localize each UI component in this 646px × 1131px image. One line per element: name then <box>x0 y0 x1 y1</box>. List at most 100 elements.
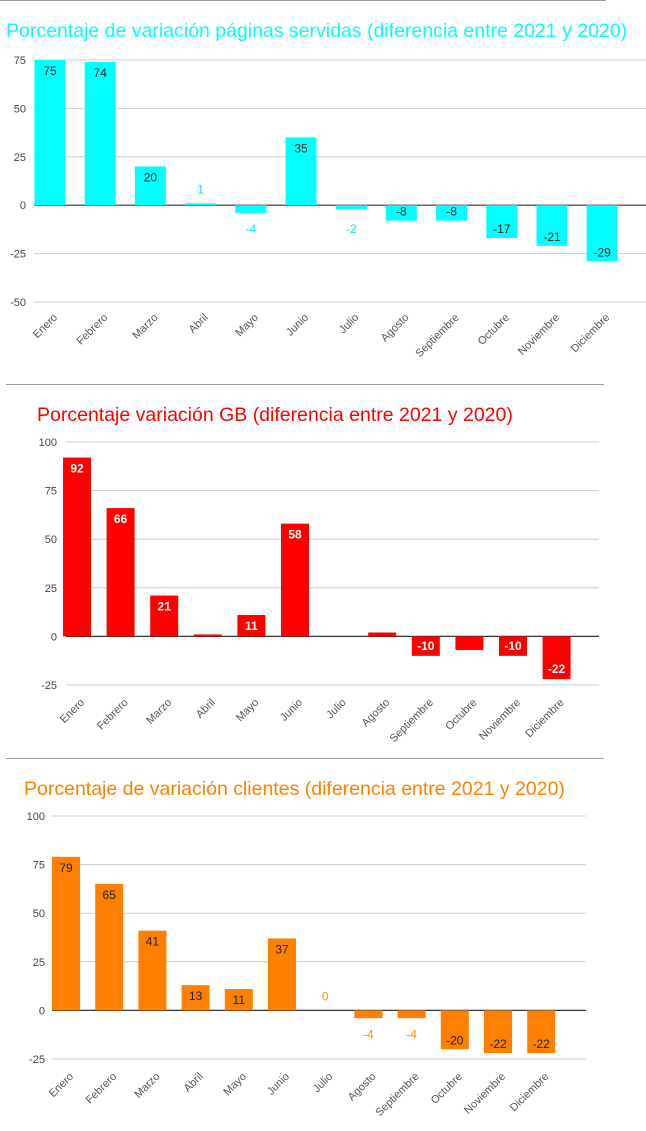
data-label: 92 <box>70 462 84 476</box>
data-label: 13 <box>189 989 203 1003</box>
category-label: Noviembre <box>516 312 562 358</box>
bar-julio <box>335 205 367 210</box>
data-label: -22 <box>548 662 566 676</box>
data-label: 79 <box>59 861 73 875</box>
y-tick-label: -25 <box>10 249 26 261</box>
category-label: Julio <box>337 312 361 336</box>
data-label: 35 <box>294 141 308 155</box>
category-label: Noviembre <box>462 1071 508 1117</box>
data-label: -22 <box>533 1037 551 1051</box>
category-label: Junio <box>284 312 311 339</box>
category-label: Marzo <box>132 1071 162 1101</box>
category-label: Julio <box>324 697 348 721</box>
y-tick-label: -50 <box>10 297 26 309</box>
bar-noviembre <box>499 636 527 656</box>
bar-mayo <box>237 615 266 637</box>
category-label: Agosto <box>379 312 412 345</box>
y-tick-label: 25 <box>45 583 57 595</box>
bar-febrero <box>84 61 116 206</box>
bar-febrero <box>106 508 135 637</box>
category-label: Diciembre <box>508 1071 551 1114</box>
category-label: Septiembre <box>373 1071 421 1119</box>
data-label: 65 <box>103 888 117 902</box>
bar-diciembre <box>586 205 618 262</box>
y-tick-label: 75 <box>45 486 57 498</box>
category-label: Julio <box>311 1071 335 1095</box>
separator-2 <box>6 758 604 759</box>
y-tick-label: 50 <box>33 908 45 920</box>
chart-title: Porcentaje de variación páginas servidas… <box>6 20 627 42</box>
bar-febrero <box>95 884 124 1011</box>
data-label: -17 <box>493 222 511 236</box>
data-label: -22 <box>489 1037 507 1051</box>
category-label: Noviembre <box>477 697 523 743</box>
y-tick-label: 50 <box>45 534 57 546</box>
category-label: Agosto <box>360 697 393 730</box>
data-label: -20 <box>446 1033 464 1047</box>
bar-octubre <box>486 205 518 239</box>
bar-septiembre <box>397 1010 426 1019</box>
y-tick-label: 0 <box>20 200 26 212</box>
y-tick-label: 25 <box>14 152 26 164</box>
chart-gb: Porcentaje variación GB (diferencia entr… <box>0 385 646 757</box>
chart-svg-paginas: Porcentaje de variación páginas servidas… <box>6 20 646 360</box>
bar-mayo <box>235 205 267 213</box>
bar-marzo <box>134 166 166 206</box>
bar-diciembre <box>527 1010 556 1054</box>
chart-title: Porcentaje variación GB (diferencia entr… <box>37 404 513 426</box>
category-label: Diciembre <box>523 697 566 740</box>
data-label: 20 <box>144 170 158 184</box>
chart-clientes: Porcentaje de variación clientes (difere… <box>0 759 646 1131</box>
category-label: Febrero <box>84 1071 120 1107</box>
bar-abril <box>193 634 222 637</box>
data-label: -8 <box>396 205 407 219</box>
data-label: 41 <box>146 935 160 949</box>
y-tick-label: 50 <box>14 103 26 115</box>
data-label: -4 <box>245 222 256 236</box>
bar-junio <box>281 523 309 637</box>
data-label: 21 <box>158 600 172 614</box>
data-label: 74 <box>94 66 108 80</box>
chart-paginas-servidas: Porcentaje de variación páginas servidas… <box>0 0 646 380</box>
category-label: Septiembre <box>413 312 461 360</box>
category-label: Mayo <box>234 697 262 725</box>
data-label: -4 <box>363 1027 374 1041</box>
category-label: Junio <box>278 697 305 724</box>
y-tick-label: 100 <box>27 811 45 823</box>
bar-enero <box>52 856 80 1011</box>
separator-1 <box>6 384 604 385</box>
category-label: Agosto <box>346 1071 379 1104</box>
chart-svg-clientes: Porcentaje de variación clientes (difere… <box>24 778 586 1119</box>
category-label: Diciembre <box>569 312 612 355</box>
bar-marzo <box>138 930 167 1011</box>
data-label: 11 <box>233 993 246 1007</box>
y-tick-label: 0 <box>39 1005 45 1017</box>
category-label: Enero <box>58 697 87 726</box>
data-label: -21 <box>543 230 561 244</box>
category-label: Junio <box>265 1071 292 1098</box>
data-label: 37 <box>275 942 289 956</box>
bar-junio <box>285 137 317 206</box>
bar-octubre <box>440 1010 469 1050</box>
separator-top <box>0 0 606 1</box>
data-label: 58 <box>288 528 302 542</box>
data-label: -10 <box>504 639 522 653</box>
bar-diciembre <box>542 636 571 680</box>
category-label: Marzo <box>144 697 174 727</box>
category-label: Abril <box>194 697 218 721</box>
category-label: Octubre <box>443 697 479 733</box>
category-label: Septiembre <box>388 697 436 745</box>
bar-marzo <box>150 595 179 637</box>
data-label: -29 <box>594 245 612 259</box>
data-label: 75 <box>43 64 57 78</box>
category-label: Abril <box>187 312 211 336</box>
bar-mayo <box>224 989 253 1011</box>
bar-agosto <box>385 205 417 221</box>
y-tick-label: 0 <box>51 631 57 643</box>
bar-junio <box>268 938 296 1011</box>
bar-abril <box>181 985 210 1011</box>
bar-octubre <box>455 636 484 651</box>
category-label: Mayo <box>221 1071 249 1099</box>
bar-septiembre <box>411 636 440 656</box>
category-label: Enero <box>47 1071 76 1100</box>
